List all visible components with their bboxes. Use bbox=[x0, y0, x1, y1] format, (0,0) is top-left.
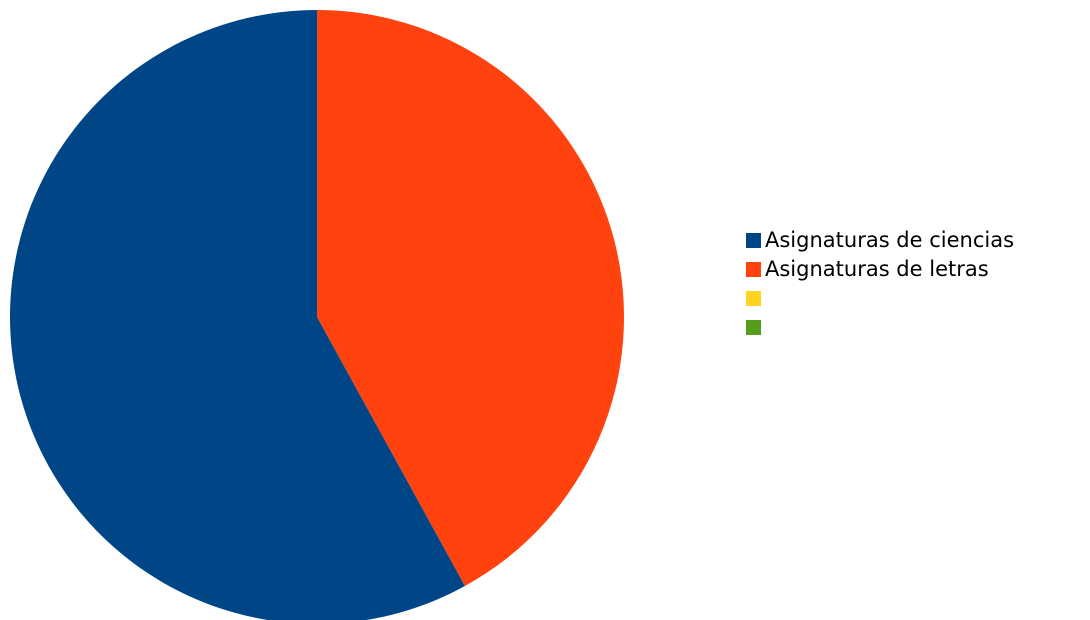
legend-item bbox=[746, 313, 1086, 342]
legend-label: Asignaturas de letras bbox=[765, 257, 989, 281]
legend-item: Asignaturas de letras bbox=[746, 255, 1086, 284]
legend: Asignaturas de ciencias Asignaturas de l… bbox=[746, 226, 1086, 342]
legend-label: Asignaturas de ciencias bbox=[765, 228, 1015, 252]
legend-item: Asignaturas de ciencias bbox=[746, 226, 1086, 255]
pie-slice bbox=[10, 10, 465, 620]
legend-swatch bbox=[746, 320, 761, 335]
pie-slice bbox=[317, 10, 624, 587]
legend-swatch bbox=[746, 262, 761, 277]
legend-item bbox=[746, 284, 1086, 313]
legend-swatch bbox=[746, 233, 761, 248]
legend-swatch bbox=[746, 291, 761, 306]
pie-plot-area bbox=[10, 10, 624, 620]
